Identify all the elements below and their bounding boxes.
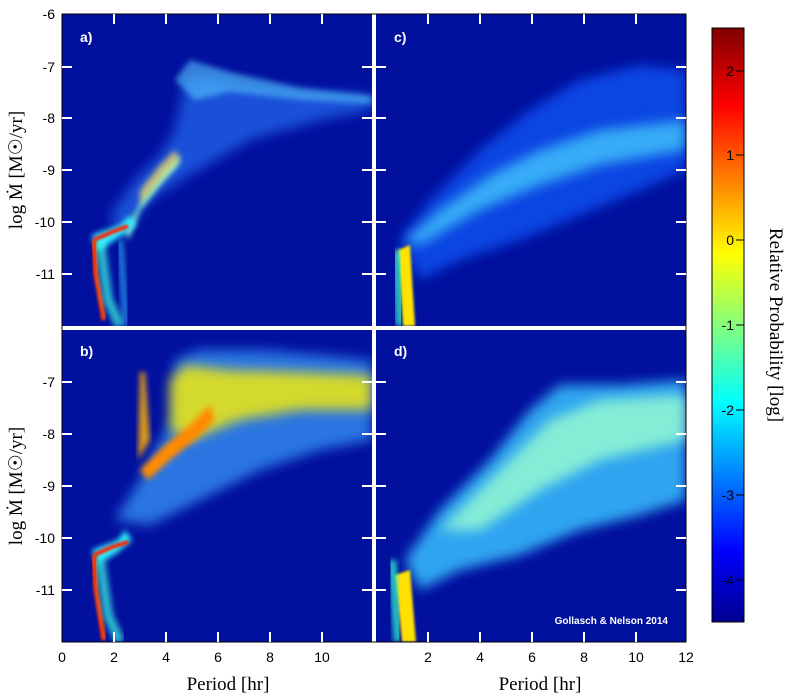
- x-tick-label: 6: [528, 649, 536, 665]
- panel-a-bg: [62, 14, 372, 326]
- figure-frame: [61, 13, 687, 643]
- x-tick-label: 8: [266, 649, 274, 665]
- panel-label-a: a): [80, 29, 92, 45]
- y-axis-label-bottom: log Ṁ [M☉/yr]: [6, 427, 27, 545]
- x-tick-label: 8: [580, 649, 588, 665]
- panel-label-d: d): [394, 343, 407, 359]
- x-tick-labels: 0 2 4 6 8 10 2 4 6 8 10 12: [58, 649, 694, 665]
- y-tick-label: -11: [36, 582, 55, 598]
- x-tick-label: 10: [314, 649, 330, 665]
- colorbar-ticks: [736, 70, 744, 581]
- y-axis-label-top: log Ṁ [M☉/yr]: [6, 111, 27, 229]
- colorbar-tick-labels: 2 1 0 -1 -2 -3 -4: [722, 63, 735, 588]
- y-tick-labels: -6 -7 -8 -9 -10 -11 -7 -8 -9 -10 -11: [35, 6, 55, 598]
- x-axis-label-left: Period [hr]: [187, 674, 270, 695]
- y-tick-label: -10: [35, 214, 55, 230]
- y-tick-label: -8: [43, 426, 56, 442]
- x-axis-label-right: Period [hr]: [499, 674, 582, 695]
- panel-label-b: b): [80, 343, 93, 359]
- horizontal-separator: [62, 326, 686, 330]
- x-tick-label: 4: [162, 649, 170, 665]
- credit-annotation: Gollasch & Nelson 2014: [555, 616, 669, 627]
- y-tick-label: -6: [43, 6, 56, 22]
- x-tick-label: 2: [424, 649, 432, 665]
- colorbar-tick-label: -4: [722, 572, 735, 588]
- colorbar-tick-label: -3: [722, 487, 735, 503]
- panel-label-c: c): [394, 29, 406, 45]
- y-tick-label: -9: [43, 162, 56, 178]
- colorbar-tick-label: 1: [726, 147, 734, 163]
- panel-c-density: [392, 65, 686, 326]
- x-tick-label: 6: [214, 649, 222, 665]
- colorbar-tick-label: -1: [722, 317, 735, 333]
- y-tick-label: -8: [43, 110, 56, 126]
- y-tick-label: -11: [36, 266, 55, 282]
- panel-d-density: [388, 380, 686, 642]
- x-tick-label: 0: [58, 649, 66, 665]
- y-tick-label: -7: [43, 59, 56, 75]
- y-tick-label: -7: [43, 374, 56, 390]
- x-tick-label: 10: [628, 649, 644, 665]
- colorbar-tick-label: 2: [726, 63, 734, 79]
- x-tick-label: 4: [476, 649, 484, 665]
- y-tick-label: -10: [35, 530, 55, 546]
- x-tick-label: 12: [678, 649, 694, 665]
- y-tick-label: -9: [43, 478, 56, 494]
- x-tick-label: 2: [110, 649, 118, 665]
- colorbar-tick-label: -2: [722, 402, 735, 418]
- panel-b-density: [91, 350, 372, 642]
- tick-marks: [62, 14, 686, 642]
- panel-a-density: [91, 60, 372, 326]
- colorbar-label: Relative Probability [log]: [765, 228, 786, 422]
- colorbar-tick-label: 0: [726, 232, 734, 248]
